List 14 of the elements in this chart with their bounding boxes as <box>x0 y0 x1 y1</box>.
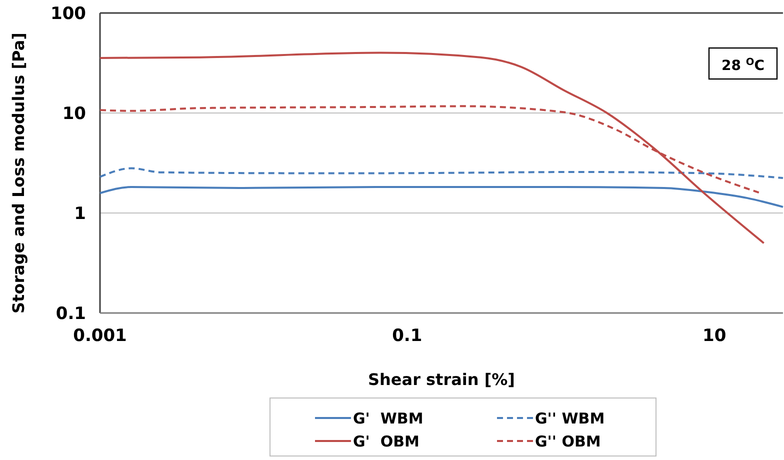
x-axis-title: Shear strain [%] <box>368 370 515 389</box>
y-tick-label: 100 <box>50 4 86 24</box>
x-tick-label: 0.1 <box>392 326 422 346</box>
legend-label: G' WBM <box>353 409 424 428</box>
legend-label: G' OBM <box>353 432 420 450</box>
y-tick-label: 0.1 <box>56 304 86 324</box>
legend-label: G'' OBM <box>535 432 601 450</box>
x-tick-label: 0.001 <box>73 326 127 346</box>
x-tick-label: 10 <box>702 326 726 346</box>
legend-label: G'' WBM <box>535 409 605 428</box>
y-tick-label: 10 <box>62 104 86 124</box>
annotation: 28 $^{O}$C <box>722 56 764 74</box>
y-axis-title: Storage and Loss modulus [Pa] <box>9 32 28 314</box>
y-tick-label: 1 <box>74 204 86 224</box>
